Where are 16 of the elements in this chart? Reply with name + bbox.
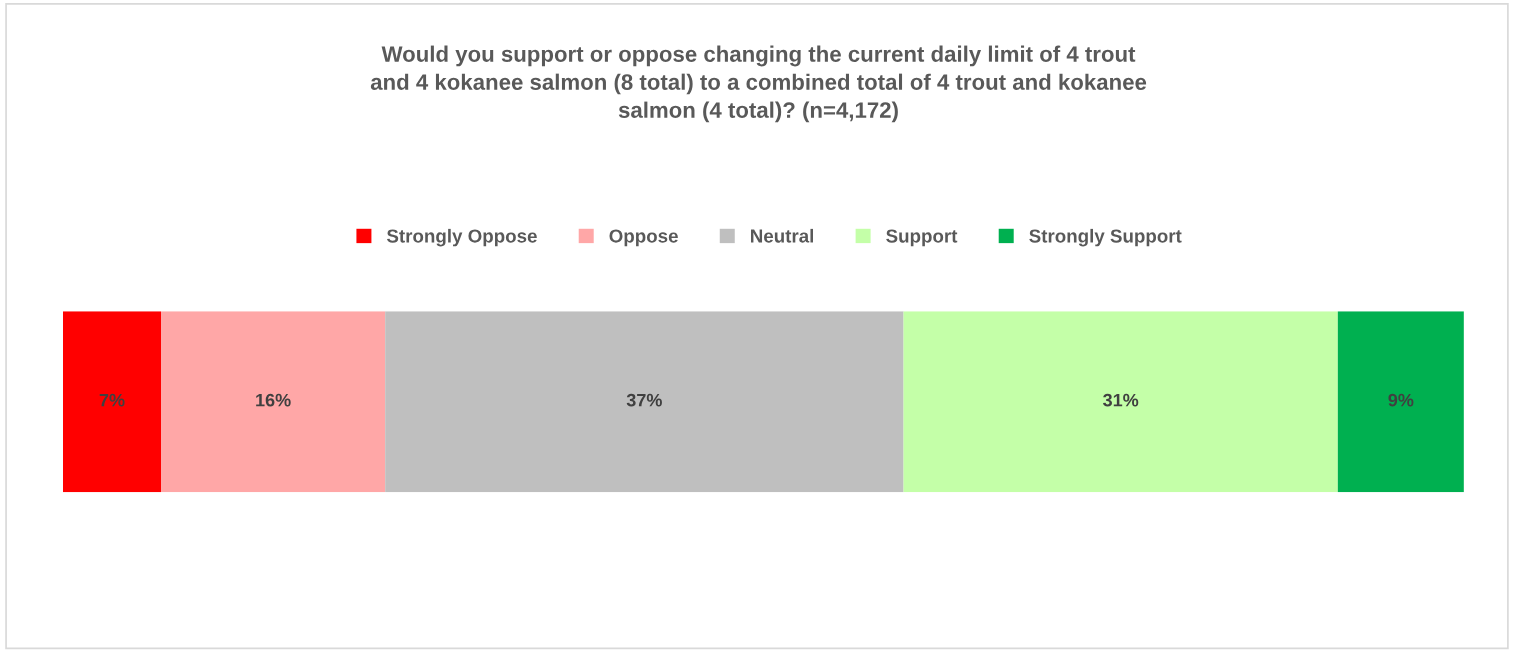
bar [62, 311, 162, 493]
data-label: 37% [626, 393, 662, 407]
bar [1337, 311, 1464, 493]
bar [903, 311, 1338, 493]
chart-title: Would you support or oppose changing the current daily limit of 4 trout and 4 kokanee salmon (8 total) to a combined total of 4 trout and kokanee salmon (4 total)? (n=4,172) [370, 45, 1147, 123]
legend-label: Support [886, 229, 958, 247]
legend-label: Strongly Oppose [386, 228, 537, 247]
bar [385, 311, 904, 493]
data-label: 9% [1388, 393, 1414, 407]
data-label: 16% [256, 393, 291, 407]
legend-label: Strongly Support [1029, 228, 1182, 247]
bar [161, 311, 386, 493]
legend-label: Neutral [751, 228, 814, 243]
legend-label: Oppose [609, 229, 678, 247]
data-label: 7% [99, 393, 125, 407]
data-label: 31% [1103, 393, 1139, 407]
